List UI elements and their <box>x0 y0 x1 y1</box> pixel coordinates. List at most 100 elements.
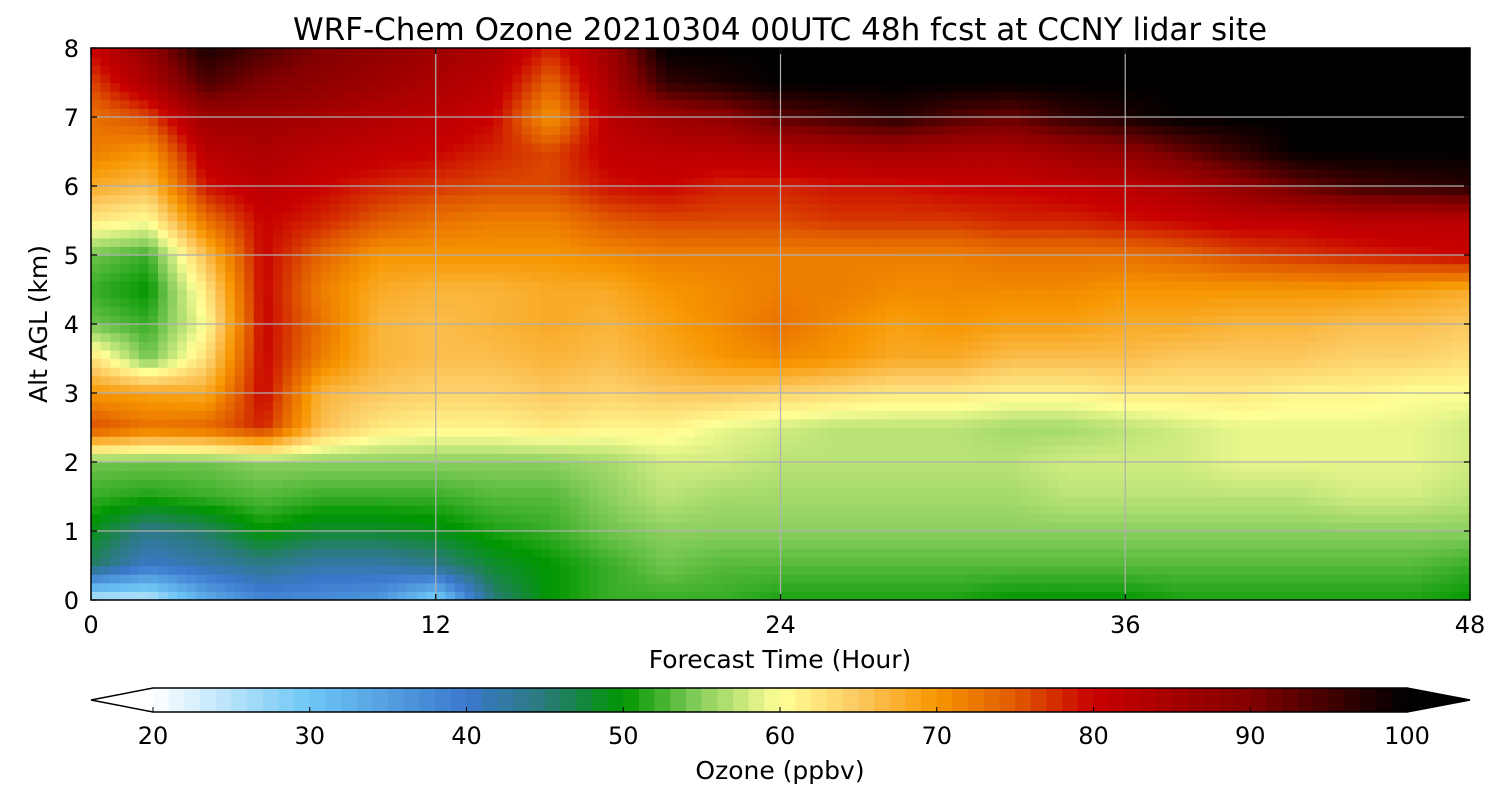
heatmap-cell <box>1288 487 1299 498</box>
heatmap-cell <box>359 341 370 351</box>
heatmap-cell <box>493 513 504 523</box>
heatmap-cell <box>560 513 571 523</box>
heatmap-cell <box>627 548 638 558</box>
heatmap-cell <box>215 367 226 377</box>
heatmap-cell <box>1316 384 1327 394</box>
heatmap-cell <box>857 487 868 498</box>
heatmap-cell <box>1000 427 1011 437</box>
heatmap-cell <box>828 574 839 584</box>
heatmap-cell <box>368 591 379 600</box>
heatmap-cell <box>416 487 427 498</box>
heatmap-cell <box>1249 531 1260 541</box>
heatmap-cell <box>1364 487 1375 498</box>
heatmap-cell <box>301 479 312 489</box>
heatmap-cell <box>857 315 868 325</box>
heatmap-cell <box>1115 548 1126 558</box>
heatmap-cell <box>1067 410 1078 420</box>
heatmap-cell <box>837 513 849 523</box>
heatmap-cell <box>636 393 648 403</box>
heatmap-cell <box>828 358 839 368</box>
heatmap-cell <box>828 462 839 472</box>
heatmap-cell <box>1431 393 1442 403</box>
heatmap-cell <box>1431 349 1442 360</box>
heatmap-cell <box>311 565 322 575</box>
heatmap-cell <box>713 298 724 308</box>
heatmap-cell <box>646 436 657 446</box>
heatmap-cell <box>541 513 552 523</box>
heatmap-cell <box>244 315 255 325</box>
heatmap-cell <box>253 565 264 575</box>
heatmap-cell <box>1441 548 1452 558</box>
heatmap-cell <box>1039 418 1050 429</box>
heatmap-cell <box>148 582 159 592</box>
heatmap-cell <box>837 565 849 575</box>
heatmap-cell <box>847 565 858 575</box>
heatmap-cell <box>761 574 772 584</box>
heatmap-cell <box>253 384 264 394</box>
heatmap-cell <box>359 522 370 532</box>
heatmap-cell <box>780 315 791 325</box>
heatmap-cell <box>253 496 264 506</box>
heatmap-cell <box>272 298 284 308</box>
heatmap-cell <box>1058 453 1069 463</box>
heatmap-cell <box>627 565 638 575</box>
heatmap-cell <box>1441 436 1452 446</box>
heatmap-cell <box>1163 436 1174 446</box>
heatmap-cell <box>225 565 236 575</box>
heatmap-cell <box>1355 427 1366 437</box>
heatmap-cell <box>1431 375 1442 385</box>
heatmap-cell <box>694 505 705 515</box>
heatmap-cell <box>1173 574 1184 584</box>
heatmap-cell <box>943 324 954 334</box>
heatmap-cell <box>1307 358 1318 368</box>
heatmap-cell <box>1058 470 1069 480</box>
heatmap-cell <box>1192 574 1203 584</box>
heatmap-cell <box>177 505 188 515</box>
heatmap-cell <box>818 410 829 420</box>
heatmap-cell <box>933 556 944 567</box>
heatmap-cell <box>617 556 628 567</box>
heatmap-cell <box>445 332 456 342</box>
heatmap-cell <box>263 298 274 308</box>
heatmap-cell <box>253 505 264 515</box>
heatmap-cell <box>1173 462 1184 472</box>
heatmap-cell <box>952 436 964 446</box>
heatmap-cell <box>828 410 839 420</box>
heatmap-cell <box>1393 436 1404 446</box>
heatmap-cell <box>924 367 935 377</box>
heatmap-cell <box>225 436 236 446</box>
heatmap-cell <box>972 453 983 463</box>
heatmap-cell <box>962 548 973 558</box>
heatmap-cell <box>588 574 600 584</box>
heatmap-cell <box>1106 574 1117 584</box>
heatmap-cell <box>1412 565 1423 575</box>
heatmap-cell <box>1039 367 1050 377</box>
heatmap-cell <box>215 453 226 463</box>
heatmap-cell <box>924 315 935 325</box>
heatmap-cell <box>407 470 418 480</box>
heatmap-cell <box>665 574 676 584</box>
heatmap-cell <box>972 479 983 489</box>
heatmap-cell <box>445 453 456 463</box>
heatmap-cell <box>1106 531 1117 541</box>
heatmap-cell <box>1450 565 1462 575</box>
heatmap-cell <box>263 324 274 334</box>
heatmap-cell <box>339 539 351 549</box>
heatmap-cell <box>1431 522 1442 532</box>
heatmap-cell <box>339 436 351 446</box>
heatmap-cell <box>1019 427 1031 437</box>
heatmap-cell <box>1422 574 1433 584</box>
heatmap-cell <box>646 522 657 532</box>
heatmap-cell <box>292 410 303 420</box>
heatmap-cell <box>1048 539 1059 549</box>
heatmap-cell <box>1058 341 1069 351</box>
heatmap-cell <box>713 548 724 558</box>
heatmap-cell <box>790 298 801 308</box>
heatmap-cell <box>215 384 226 394</box>
heatmap-cell <box>1412 487 1423 498</box>
heatmap-cell <box>177 470 188 480</box>
heatmap-cell <box>713 591 724 600</box>
heatmap-cell <box>1048 487 1059 498</box>
heatmap-cell <box>512 548 523 558</box>
heatmap-cell <box>1450 582 1462 592</box>
